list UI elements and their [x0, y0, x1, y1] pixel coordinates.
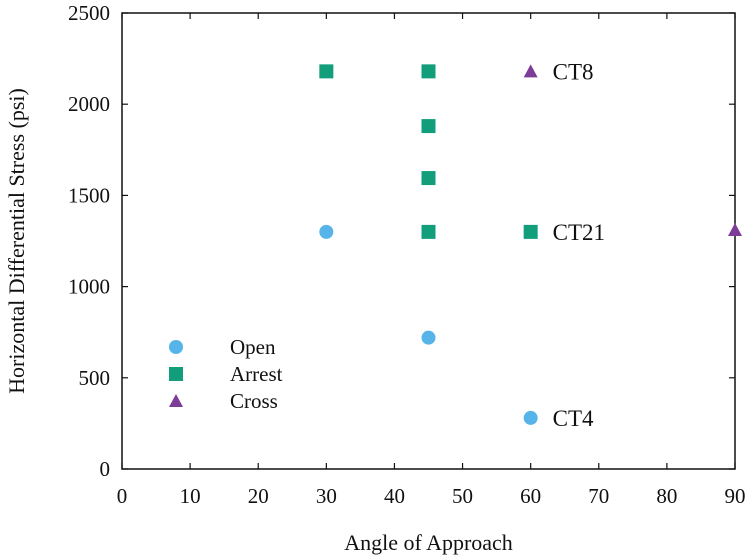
- x-tick-label: 90: [725, 484, 746, 508]
- x-tick-label: 0: [117, 484, 128, 508]
- legend: Open Arrest Cross: [169, 335, 283, 413]
- data-point-cross: [523, 64, 538, 78]
- data-point-arrest: [523, 224, 538, 239]
- y-tick-label: 2500: [68, 1, 110, 25]
- data-point-arrest: [421, 224, 436, 239]
- x-tick-label: 50: [452, 484, 473, 508]
- annotation-label: CT4: [553, 406, 594, 431]
- y-tick-label: 1000: [68, 275, 110, 299]
- legend-marker-arrest: [169, 367, 183, 381]
- legend-marker-cross: [169, 394, 183, 407]
- legend-label-arrest: Arrest: [230, 362, 283, 386]
- data-point-open: [523, 410, 538, 425]
- plot-frame: [121, 12, 736, 470]
- x-tick-label: 80: [656, 484, 677, 508]
- x-tick-label: 60: [520, 484, 541, 508]
- annotations: CT8 CT21 CT4: [553, 59, 605, 431]
- x-axis-label: Angle of Approach: [344, 530, 513, 555]
- axis-ticks: [121, 12, 736, 470]
- legend-label-open: Open: [230, 335, 276, 359]
- data-point-open: [319, 224, 334, 239]
- y-tick-label: 500: [79, 366, 111, 390]
- legend-marker-open: [169, 340, 183, 354]
- x-tick-label: 70: [588, 484, 609, 508]
- y-axis-label: Horizontal Differential Stress (psi): [4, 88, 29, 394]
- data-point-arrest: [319, 64, 334, 79]
- data-point-open: [421, 330, 436, 345]
- data-point-arrest: [421, 171, 436, 186]
- y-tick-label: 2000: [68, 92, 110, 116]
- data-points: [319, 64, 742, 425]
- y-tick-label: 1500: [68, 183, 110, 207]
- tick-labels: 0 10 20 30 40 50 60 70 80 90 0 500 1000 1500 2000 2500: [68, 1, 746, 508]
- annotation-label: CT8: [553, 59, 594, 84]
- data-point-cross: [728, 223, 742, 237]
- x-tick-label: 10: [180, 484, 201, 508]
- y-tick-label: 0: [100, 457, 111, 481]
- x-tick-label: 20: [248, 484, 269, 508]
- data-point-arrest: [421, 64, 436, 79]
- legend-label-cross: Cross: [230, 389, 278, 413]
- data-point-arrest: [421, 119, 436, 134]
- annotation-label: CT21: [553, 220, 605, 245]
- x-tick-label: 40: [384, 484, 405, 508]
- x-tick-label: 30: [316, 484, 337, 508]
